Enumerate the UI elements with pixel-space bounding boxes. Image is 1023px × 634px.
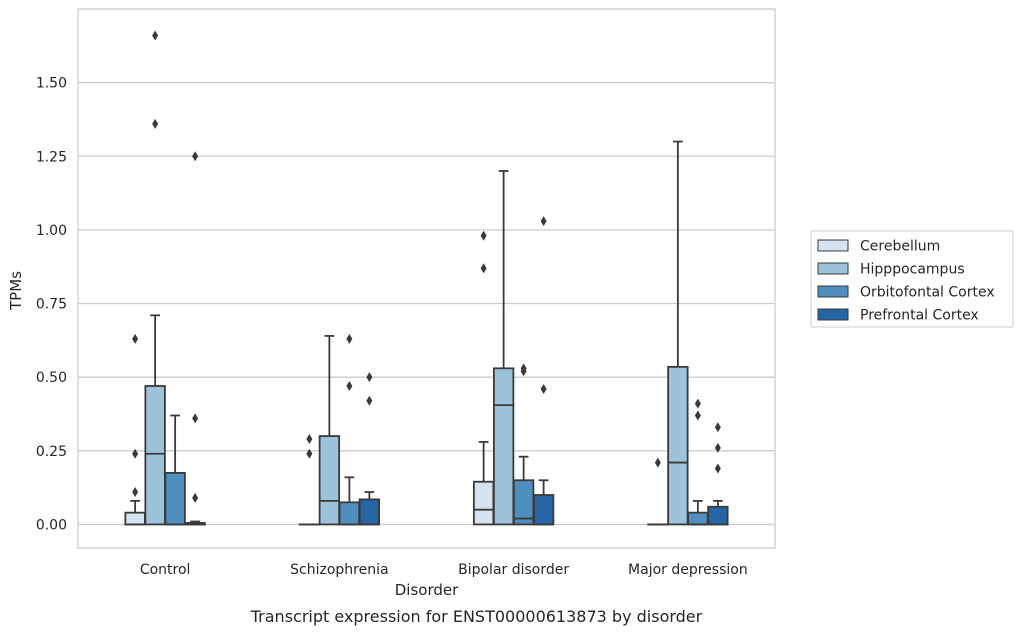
- y-tick-label: 1.25: [36, 149, 67, 165]
- box-group: [298, 434, 321, 526]
- outlier-point: [346, 381, 353, 392]
- box: [124, 511, 146, 526]
- y-tick-label: 0.00: [36, 517, 67, 533]
- outlier-point: [654, 457, 661, 468]
- box-group: [318, 335, 341, 526]
- y-tick-label: 1.00: [36, 223, 67, 239]
- box: [667, 365, 689, 526]
- box: [318, 435, 341, 526]
- legend-swatch: [817, 262, 849, 275]
- outlier-point: [520, 363, 527, 374]
- outlier-point: [306, 434, 313, 445]
- box: [338, 501, 361, 526]
- y-axis-ticks: 0.00 0.25 0.50 0.75 1.00 1.25 1.50: [36, 76, 67, 534]
- box: [532, 494, 555, 526]
- legend-frame: [810, 230, 1014, 328]
- outlier-point: [132, 333, 139, 344]
- x-tick-label: Schizophrenia: [290, 562, 388, 578]
- outlier-point: [306, 448, 313, 459]
- y-tick-label: 0.50: [36, 370, 67, 386]
- outlier-point: [132, 487, 139, 498]
- outlier-point: [480, 263, 487, 274]
- legend-label: Hipppocampus: [860, 262, 965, 278]
- box: [472, 480, 495, 526]
- y-axis-label: TPMs: [7, 271, 25, 311]
- legend-label: Cerebellum: [860, 239, 940, 255]
- box: [687, 511, 709, 526]
- box: [358, 498, 381, 526]
- outlier-point: [366, 372, 373, 383]
- box-group: [707, 422, 729, 526]
- box-group: [358, 372, 381, 526]
- x-axis-label: Disorder: [395, 581, 459, 599]
- box-group: [144, 30, 166, 526]
- box-group: [124, 333, 146, 526]
- outlier-point: [346, 333, 353, 344]
- outlier-point: [366, 395, 373, 406]
- outlier-point: [192, 413, 199, 424]
- legend: Cerebellum Hipppocampus Orbitofontal Corte…: [810, 230, 1014, 328]
- box-group: [492, 170, 515, 526]
- outlier-point: [192, 492, 199, 503]
- outlier-point: [152, 30, 159, 41]
- outlier-point: [540, 216, 547, 227]
- box-group: [164, 414, 186, 526]
- chart-caption: Transcript expression for ENST0000061387…: [250, 607, 703, 626]
- outlier-point: [694, 398, 701, 409]
- outlier-point: [714, 442, 721, 453]
- plot-area-frame: [77, 8, 776, 549]
- box-group: [338, 333, 361, 526]
- outlier-point: [480, 230, 487, 241]
- box-plot-marks: [124, 30, 729, 526]
- box-group: [667, 140, 689, 526]
- outlier-point: [694, 410, 701, 421]
- x-tick-label: Major depression: [628, 562, 748, 578]
- box: [707, 505, 729, 526]
- legend-label: Orbitofontal Cortex: [860, 285, 995, 301]
- box-group: [512, 363, 535, 526]
- outlier-point: [132, 448, 139, 459]
- outlier-point: [152, 118, 159, 129]
- box: [492, 367, 515, 526]
- x-axis-ticks: Control Schizophrenia Bipolar disorder Majo…: [140, 562, 748, 578]
- y-tick-label: 0.75: [36, 297, 67, 313]
- y-tick-label: 0.25: [36, 444, 67, 460]
- box: [144, 385, 166, 526]
- x-tick-label: Control: [140, 562, 191, 578]
- outlier-point: [192, 151, 199, 162]
- box-group: [687, 398, 709, 526]
- box-group: [184, 151, 206, 526]
- box-group: [472, 230, 495, 526]
- y-tick-label: 1.50: [36, 76, 67, 92]
- legend-swatch: [817, 239, 849, 252]
- legend-swatch: [817, 285, 849, 298]
- legend-swatch: [817, 308, 849, 321]
- legend-label: Prefrontal Cortex: [860, 308, 979, 324]
- x-tick-label: Bipolar disorder: [458, 562, 569, 578]
- box: [164, 471, 186, 526]
- box-group: [532, 216, 555, 526]
- outlier-point: [714, 463, 721, 474]
- outlier-point: [714, 422, 721, 433]
- box-group: [647, 457, 669, 526]
- outlier-point: [540, 383, 547, 394]
